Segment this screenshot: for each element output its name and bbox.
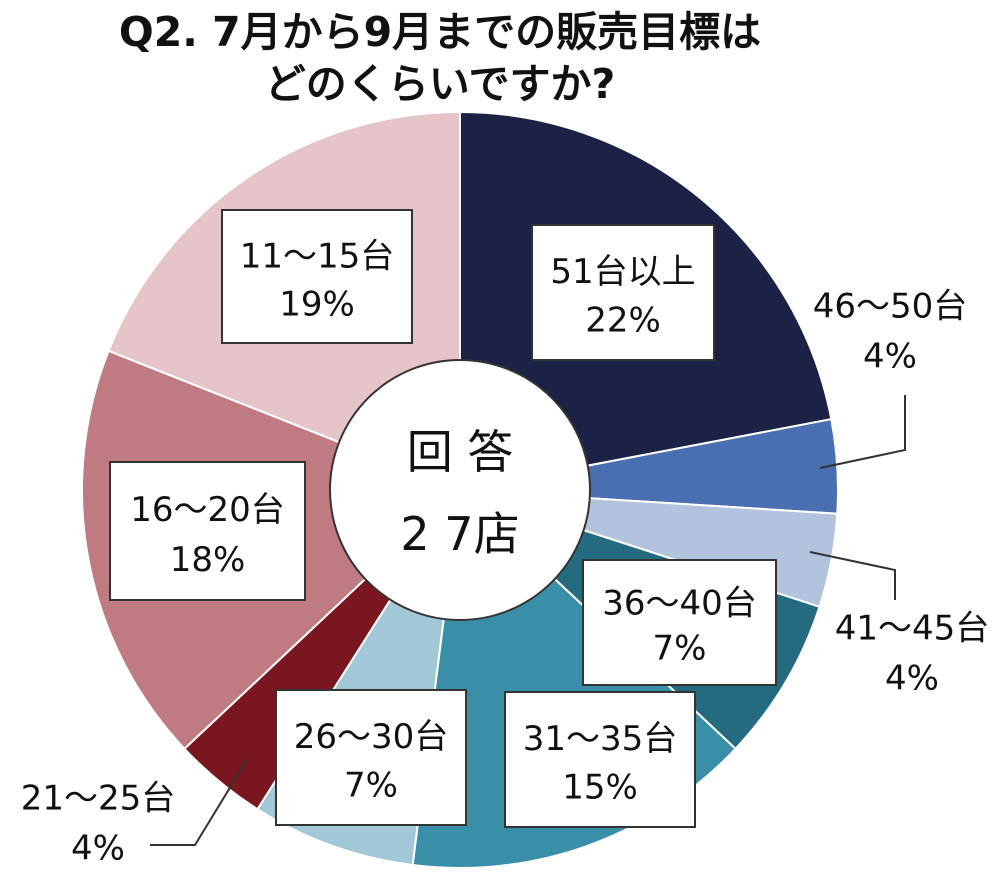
slice-percent-label: 18% [170, 540, 246, 580]
leader-line-2 [819, 395, 906, 469]
slice-percent-label: 22% [585, 301, 661, 341]
slice-label-box-6 [275, 689, 467, 826]
chart-title: Q2. 7月から9月までの販売目標は どのくらいですか? [0, 6, 880, 110]
slice-category-label: 21～25台 [21, 779, 176, 819]
slice-category-label: 11～15台 [240, 236, 395, 276]
slice-percent-label: 15% [562, 768, 638, 808]
leader-line-3 [809, 551, 896, 600]
slice-label-box-9 [221, 209, 413, 344]
slice-label-box-4 [582, 559, 777, 686]
slice-category-label: 51台以上 [550, 252, 695, 292]
slice-category-label: 31～35台 [523, 719, 678, 759]
chart-title-line-2: どのくらいですか? [264, 60, 616, 108]
slice-label-boxes: 51台以上 22% 46～50台 4% 41～45台 4% 36～40台 7% 31～35台 15… [21, 209, 990, 869]
leader-lines [150, 395, 906, 846]
center-disc [329, 359, 591, 621]
center-label-line-1: 回 答 [407, 425, 514, 479]
slice-category-label: 41～45台 [835, 609, 990, 649]
slice-percent-label: 4% [885, 659, 939, 699]
slice-category-label: 36～40台 [602, 584, 757, 624]
slice-percent-label: 4% [863, 337, 917, 377]
slice-percent-label: 7% [344, 766, 398, 806]
slice-percent-label: 4% [71, 829, 125, 869]
slice-label-box-5 [504, 691, 696, 828]
slice-label-box-8 [109, 461, 306, 601]
slice-category-label: 16～20台 [130, 490, 285, 530]
chart-title-line-1: Q2. 7月から9月までの販売目標は [118, 8, 762, 56]
leader-line-7 [150, 757, 249, 846]
slice-category-label: 26～30台 [294, 717, 449, 757]
slice-category-label: 46～50台 [813, 287, 968, 327]
slice-percent-label: 19% [279, 284, 355, 324]
slice-percent-label: 7% [653, 629, 707, 669]
center-label-line-2: 2 7店 [400, 507, 519, 561]
slice-label-box-1 [531, 224, 715, 361]
